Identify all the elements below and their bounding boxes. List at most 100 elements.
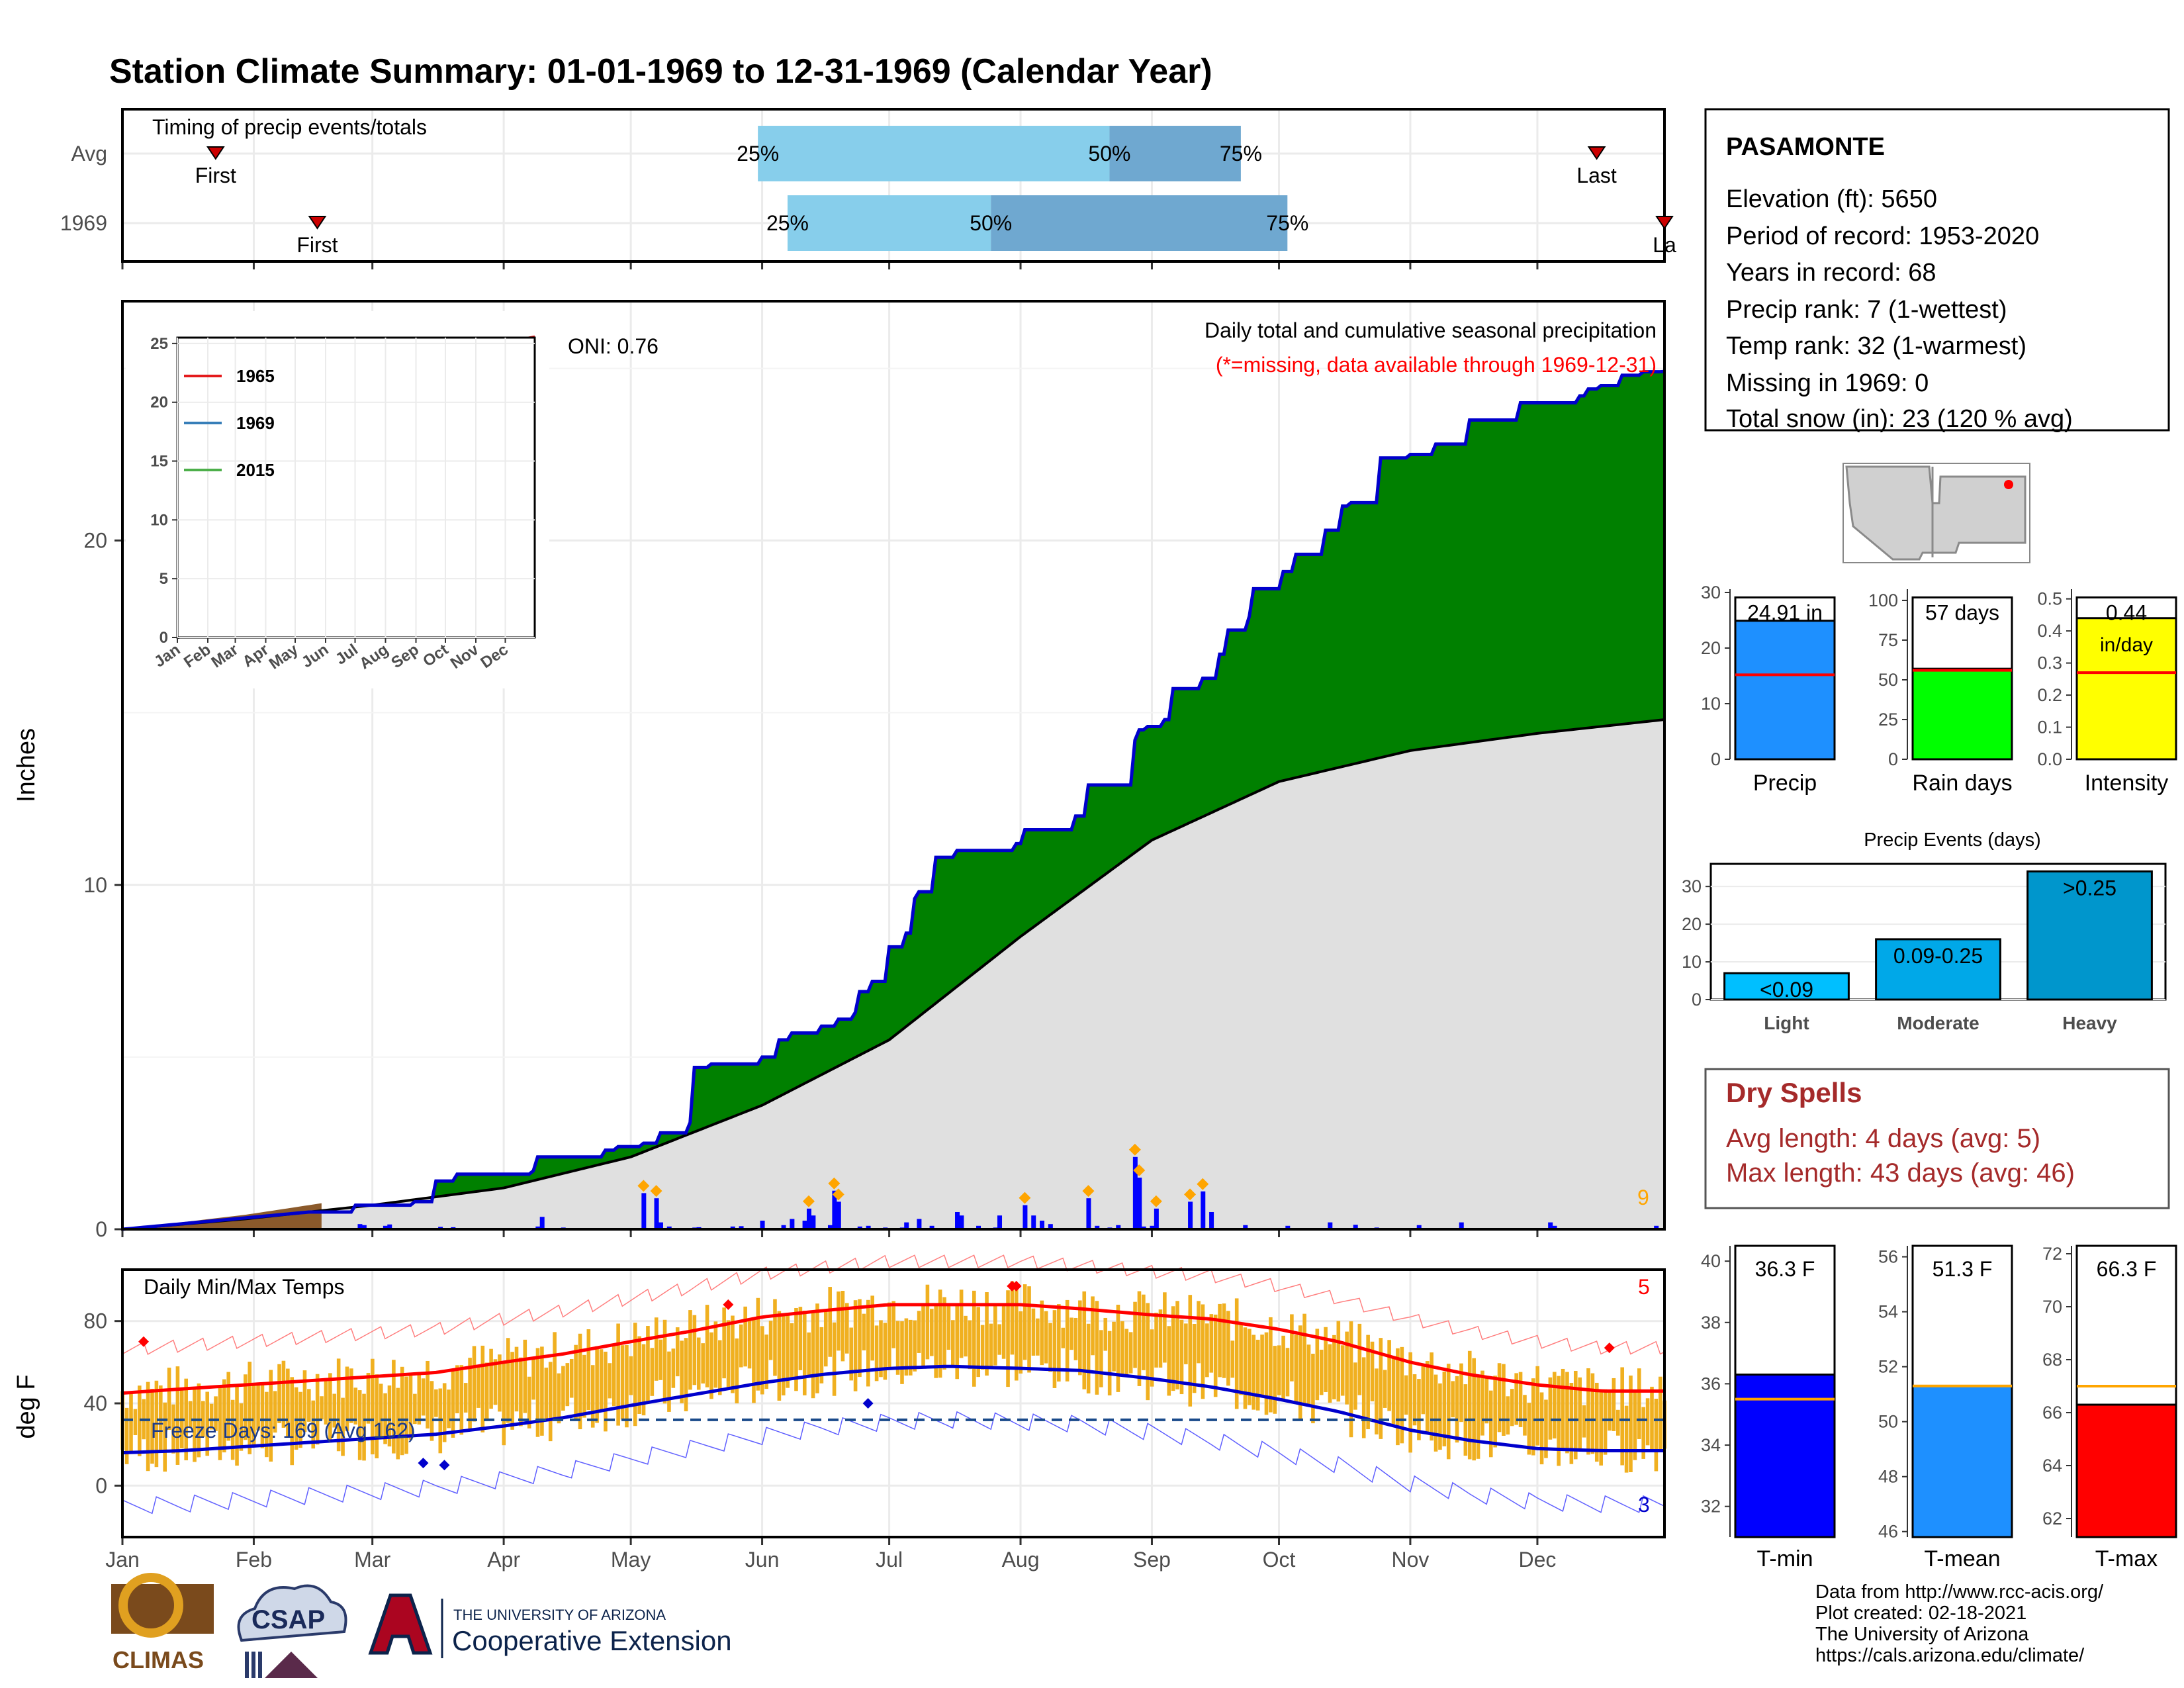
daily-temp-bar: [133, 1409, 138, 1436]
summary-bar-value-label: 24.91 in: [1747, 601, 1823, 625]
record-high-marker: [1604, 1342, 1615, 1354]
daily-temp-bar: [379, 1383, 383, 1438]
summary-bar-value: [2075, 617, 2177, 761]
daily-temp-bar: [1645, 1398, 1650, 1446]
daily-temp-bar: [837, 1291, 841, 1351]
daily-temp-bar: [1417, 1379, 1421, 1440]
credit-line-1: Data from http://www.rcc-acis.org/: [1815, 1581, 2104, 1603]
locator-map: [1843, 463, 2030, 563]
month-label: Sep: [1133, 1548, 1171, 1571]
daily-temp-bar: [1103, 1317, 1108, 1351]
daily-temp-bar: [989, 1323, 993, 1368]
month-label: Jun: [745, 1548, 780, 1571]
daily-temp-bar: [269, 1370, 273, 1462]
temp-ytick-80: 80: [83, 1309, 107, 1333]
daily-temp-bar: [1603, 1389, 1608, 1455]
daily-precip-bar: [361, 1225, 367, 1229]
daily-temp-bar: [218, 1385, 222, 1460]
daily-precip-bar: [976, 1225, 981, 1229]
daily-temp-bar: [430, 1381, 434, 1441]
daily-temp-bar: [421, 1378, 426, 1416]
daily-temp-bar: [590, 1365, 595, 1428]
daily-temp-bar: [1281, 1335, 1285, 1400]
daily-temp-bar: [968, 1320, 972, 1370]
daily-temp-bar: [506, 1338, 510, 1423]
temp-bar-tick-label: 32: [1701, 1497, 1721, 1517]
oni-label: ONI: 0.76: [568, 334, 659, 358]
daily-temp-bar: [281, 1360, 286, 1428]
daily-temp-bar: [463, 1383, 468, 1413]
temperature-plot: [120, 1254, 1666, 1515]
summary-bar-tick-label: 0.4: [2037, 621, 2062, 641]
daily-temp-bar: [1048, 1323, 1052, 1372]
daily-temp-bar: [1573, 1370, 1578, 1460]
daily-temp-bar: [972, 1290, 976, 1387]
month-label: Oct: [1263, 1548, 1296, 1571]
daily-precip-bar: [1209, 1211, 1214, 1229]
daily-precip-bar: [730, 1226, 735, 1229]
temp-bar-tick-label: 70: [2042, 1297, 2062, 1317]
daily-temp-bar: [659, 1339, 662, 1380]
summary-bar-tick-label: 0.0: [2037, 749, 2062, 769]
summary-bar-tick-label: 25: [1878, 710, 1898, 729]
daily-temp-bar: [1142, 1294, 1146, 1370]
daily-temp-bar: [985, 1292, 989, 1376]
daily-temp-bar: [1476, 1377, 1480, 1459]
daily-precip-bar: [1154, 1208, 1159, 1229]
credit-line-4: https://cals.arizona.edu/climate/: [1815, 1645, 2085, 1666]
cumulative-deficit-area: [122, 1203, 322, 1229]
month-label: Jul: [876, 1548, 903, 1571]
daily-temp-bar: [1328, 1344, 1332, 1403]
daily-temp-bar: [315, 1374, 320, 1445]
daily-temp-bar: [1234, 1298, 1239, 1409]
station-location-marker: [2004, 480, 2013, 489]
summary-bar-tick-label: 20: [1701, 638, 1721, 658]
daily-temp-bar: [489, 1348, 493, 1409]
station-temp-rank: Temp rank: 32 (1-warmest): [1726, 332, 2026, 360]
daily-temp-bar: [1620, 1367, 1624, 1466]
last-event-marker: [1655, 216, 1674, 230]
daily-temp-bar: [1535, 1366, 1539, 1446]
record-low-count: 3: [1638, 1493, 1650, 1517]
daily-temp-bar: [1565, 1372, 1569, 1454]
daily-temp-bar: [980, 1325, 985, 1370]
cumulative-surplus-area: [308, 371, 1664, 1212]
daily-temp-bar: [569, 1358, 574, 1398]
event-max-marker: [1019, 1192, 1031, 1204]
daily-temp-bar: [1615, 1409, 1620, 1436]
daily-temp-bar: [404, 1376, 408, 1454]
inset-frame: [176, 336, 536, 639]
daily-temp-bar: [777, 1311, 782, 1401]
daily-temp-bar: [375, 1374, 379, 1459]
first-event-marker: [308, 216, 327, 230]
dry-spells-frame: [1704, 1068, 2170, 1209]
daily-temp-bar: [1629, 1375, 1633, 1472]
precip-frame: [121, 300, 1666, 1231]
daily-temp-bar: [1658, 1376, 1662, 1451]
daily-precip-bar: [1201, 1191, 1206, 1229]
daily-temp-bar: [1201, 1304, 1205, 1399]
daily-temp-bar: [548, 1362, 553, 1442]
daily-temp-bar: [1192, 1323, 1197, 1393]
daily-temp-bar: [1264, 1332, 1269, 1415]
precip-subtitle: (*=missing, data available through 1969-…: [1216, 353, 1657, 377]
daily-temp-bar: [1197, 1301, 1201, 1364]
event-max-marker: [1184, 1188, 1197, 1201]
temperature-title: Daily Min/Max Temps: [144, 1275, 344, 1299]
daily-temp-bar: [1488, 1390, 1493, 1458]
daily-temp-bar: [595, 1346, 599, 1423]
station-elevation: Elevation (ft): 5650: [1726, 185, 1937, 213]
summary-bar-tick-label: 50: [1878, 670, 1898, 690]
temperature-frame: [121, 1268, 1666, 1538]
daily-temp-bar: [1260, 1335, 1264, 1397]
daily-temp-bar: [1353, 1362, 1357, 1410]
daily-temp-bar: [1298, 1325, 1302, 1420]
daily-temp-bar: [586, 1329, 591, 1411]
precip-ytick-0: 0: [95, 1217, 107, 1241]
daily-temp-bar: [1010, 1281, 1015, 1355]
daily-temp-bar: [1502, 1364, 1506, 1436]
daily-temp-bar: [1255, 1339, 1260, 1411]
daily-temp-bar: [239, 1403, 244, 1451]
temp-bar-value: [1911, 1385, 2013, 1538]
station-precip-rank: Precip rank: 7 (1-wettest): [1726, 296, 2007, 324]
